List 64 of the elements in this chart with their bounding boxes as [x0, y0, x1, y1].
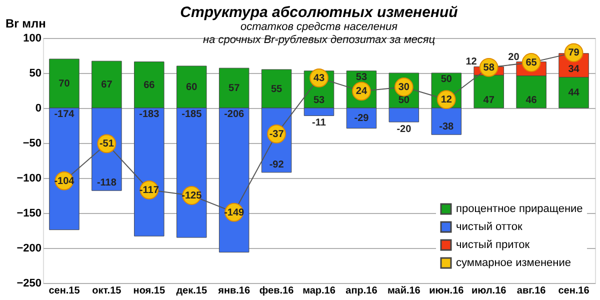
y-axis-title: Br млн: [6, 16, 46, 30]
data-label: 60: [186, 82, 198, 93]
data-label: 20: [508, 52, 520, 63]
y-tick-label: 50: [29, 68, 42, 80]
x-tick-label: сен.15: [48, 286, 80, 296]
data-label: 57: [228, 83, 240, 94]
x-tick-label: ноя.15: [133, 286, 166, 296]
x-tick-label: сен.16: [558, 286, 590, 296]
x-tick-label: дек.15: [176, 286, 208, 296]
data-label: 24: [356, 86, 368, 98]
y-tick-label: −50: [22, 138, 42, 150]
y-tick-label: −100: [16, 172, 42, 184]
y-tick-label: 0: [35, 102, 42, 114]
data-label: 47: [483, 95, 495, 106]
legend-label: процентное приращение: [456, 203, 583, 215]
legend-label: чистый приток: [456, 239, 530, 251]
data-label: 67: [101, 80, 113, 91]
chart-subtitle: остатков средств населения на срочных Br-рублевых депозитах за месяц: [202, 21, 436, 46]
data-label: 43: [313, 72, 325, 84]
x-tick-label: авг.16: [516, 286, 546, 296]
data-label: -11: [312, 118, 326, 129]
data-label: 34: [568, 64, 580, 76]
data-label: -20: [396, 124, 412, 135]
data-label: 70: [58, 78, 70, 90]
data-label: 50: [398, 95, 410, 106]
data-label: 30: [398, 82, 410, 93]
y-tick-label: −200: [16, 242, 42, 254]
data-label: -92: [269, 159, 284, 170]
x-tick-label: май.16: [387, 286, 421, 296]
x-tick-label: июл.16: [471, 286, 507, 296]
data-label: 12: [440, 94, 452, 106]
data-label: 50: [440, 74, 452, 85]
data-label: -206: [224, 109, 245, 120]
x-tick-label: фев.16: [259, 286, 294, 296]
data-label: -37: [269, 128, 284, 140]
data-label: 46: [526, 95, 538, 106]
legend-label: чистый отток: [456, 221, 522, 233]
x-tick-label: мар.16: [302, 286, 336, 296]
x-tick-label: окт.15: [92, 286, 122, 296]
data-label: 12: [466, 56, 478, 68]
data-label: -185: [182, 109, 202, 120]
y-tick-label: −150: [16, 208, 42, 220]
x-tick-label: янв.16: [218, 286, 250, 296]
y-tick-label: −250: [16, 278, 42, 290]
data-label: -29: [354, 113, 370, 124]
x-tick-label: апр.16: [346, 286, 378, 296]
data-label: -174: [54, 109, 75, 120]
data-label: 58: [483, 62, 495, 74]
data-label: 44: [568, 88, 580, 99]
data-label: -117: [139, 184, 160, 196]
legend-label: суммарное изменение: [456, 257, 572, 269]
y-tick-label: 100: [23, 32, 42, 44]
data-label: 53: [313, 95, 325, 106]
data-label: 53: [356, 72, 368, 83]
data-label: -51: [99, 138, 114, 150]
x-tick-label: июн.16: [429, 286, 464, 296]
data-label: -183: [139, 109, 160, 120]
data-label: 55: [270, 84, 283, 95]
data-label: -38: [439, 122, 454, 133]
data-label: 79: [568, 48, 580, 59]
chart-title: Структура абсолютных изменений: [180, 4, 458, 21]
data-label: 66: [144, 80, 156, 91]
data-label: -118: [96, 178, 117, 189]
data-label: 65: [526, 58, 538, 68]
